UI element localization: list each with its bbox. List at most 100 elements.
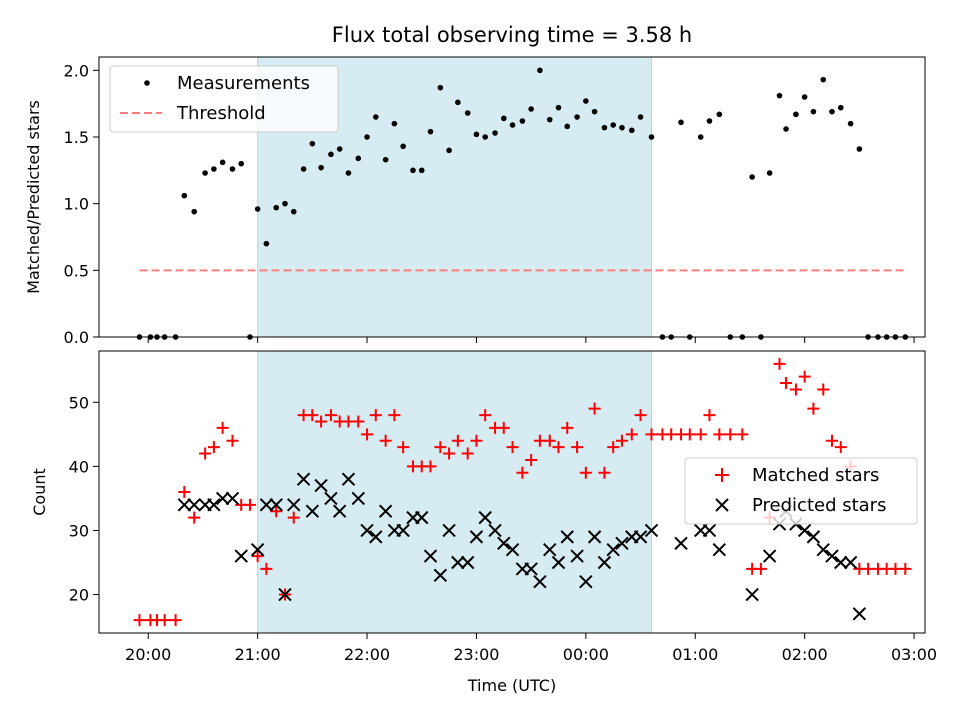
bottom-axes-frame [98,350,926,634]
measurement-point [309,140,316,147]
predicted-star-point [378,504,393,518]
matched-star-point [207,441,220,454]
top-series-measurements [136,67,909,340]
predicted-star-point [469,530,484,544]
predicted-star-point [797,523,812,538]
predicted-star-point [570,549,584,563]
predicted-star-point [606,542,620,557]
measurement-point [427,128,434,135]
measurement-point [820,76,827,83]
legend-label: Matched stars [752,465,879,486]
matched-star-point [178,486,191,498]
matched-star-point [361,428,374,441]
measurement-point [810,108,817,115]
predicted-star-point [442,523,456,538]
predicted-star-point [843,555,858,570]
predicted-star-point [806,530,821,544]
measurement-point [482,134,488,140]
matched-star-point [315,415,328,428]
matched-star-point [579,466,592,479]
measurement-point [273,204,280,211]
measurement-point [191,208,197,215]
predicted-star-point [250,542,265,557]
predicted-star-point [396,523,410,538]
bottom-xtick-label: 01:00 [672,645,718,664]
measurement-point [455,99,461,106]
measurement-point [202,170,208,176]
measurement-point [219,159,226,166]
measurement-point [628,127,635,134]
measurement-point [591,108,598,115]
matched-star-point [789,383,802,396]
predicted-star-point [745,587,759,602]
measurement-point [300,166,307,172]
measurement-point [583,98,589,104]
bottom-observing-span [257,350,652,634]
measurement-point [697,134,704,140]
top-panel-ratio: 0.0 0.5 1.0 1.5 2.0 Matched/Predicted stars Me… [24,56,926,347]
bottom-ytick-label: 20 [69,586,89,605]
matched-star-point [379,434,392,447]
matched-star-point [552,441,565,454]
top-ytick-label: 1.0 [64,195,89,214]
matched-star-point [188,511,201,524]
predicted-star-point [341,472,356,486]
bottom-legend: Matched stars Predicted stars [684,457,918,525]
bottom-xtick-label: 00:00 [563,645,609,664]
predicted-star-point [497,536,511,550]
measurement-point [829,108,835,115]
measurement-point [263,240,270,247]
measurement-point [418,167,425,174]
top-axes-frame [98,56,926,338]
matched-star-point [199,447,212,460]
predicted-star-point [597,555,612,570]
measurement-point [400,143,406,150]
matched-star-point [683,428,696,441]
matched-star-point [133,614,146,627]
matched-star-point [506,441,519,454]
matched-star-point [169,614,182,627]
matched-star-point [369,409,382,422]
measurement-point [328,151,334,158]
predicted-star-point [278,587,292,602]
measurement-point [446,147,452,154]
measurement-point [318,164,324,171]
measurement-point [837,104,844,111]
matched-star-point [388,409,401,422]
predicted-star-point [351,491,365,506]
predicted-star-point [296,472,311,486]
predicted-star-point [825,549,839,563]
chart-title: Flux total observing time = 3.58 h [332,23,692,47]
matched-star-point [424,460,437,473]
matched-star-point [497,421,510,434]
top-legend: Measurements Threshold [109,65,339,133]
predicted-star-point [369,530,383,544]
predicted-star-point [633,530,648,544]
matched-star-point [780,377,793,390]
predicted-star-point [488,523,502,538]
measurement-point [856,146,863,152]
bottom-xtick-label: 23:00 [453,645,499,664]
top-ytick-label: 1.5 [64,128,89,147]
predicted-star-point [225,491,240,506]
matched-star-point [645,428,658,441]
matched-star-point [443,447,456,460]
predicted-star-point [451,555,465,570]
bottom-series-matched-stars [133,357,912,627]
measurement-point [801,94,808,100]
predicted-star-point [762,549,777,563]
measurement-point [678,119,684,126]
measurement-point [537,67,543,74]
measurement-point [555,104,562,111]
matched-star-point [243,498,256,511]
matched-star-point [588,402,601,415]
bottom-xtick-label: 21:00 [235,645,281,664]
measurement-point [519,118,526,124]
matched-star-point [561,421,574,434]
matched-star-point [615,434,628,447]
predicted-star-point [207,498,221,512]
predicted-star-point [579,575,593,589]
measurement-point [364,134,370,140]
measurement-point [282,200,288,207]
measurement-point [847,120,854,127]
